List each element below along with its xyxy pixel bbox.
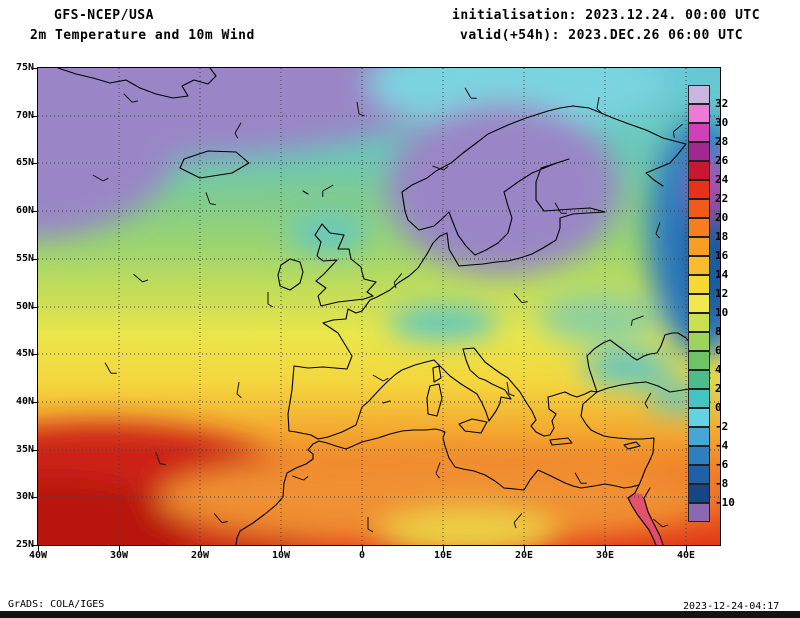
lat-label: 60N [15,205,34,217]
lat-tick [32,306,37,308]
lat-label: 25N [15,539,34,550]
lat-label: 40N [15,395,34,407]
lon-tick [38,546,39,551]
colorbar-segment [688,351,710,370]
lat-label: 65N [15,157,34,169]
colorbar-label: -10 [715,496,735,509]
lat-tick [32,545,37,546]
coastlines [57,68,711,545]
map-frame [37,67,721,546]
lon-label: 0 [358,550,366,561]
colorbar-label: 32 [715,97,729,110]
lon-label: 30W [109,550,129,561]
lon-label: 10W [271,550,291,561]
red-sea-strip [628,493,663,545]
colorbar-segment [688,237,710,256]
lon-label: 40E [676,550,696,561]
lon-label: 20E [514,550,534,561]
colorbar-segment [688,465,710,484]
colorbar-label: 8 [715,325,722,338]
colorbar-segment [688,484,710,503]
colorbar-segment [688,218,710,237]
colorbar-label: 10 [715,306,729,319]
lat-tick [32,401,37,403]
lon-tick [605,546,606,551]
colorbar-segment [688,161,710,180]
colorbar-label: 16 [715,249,729,262]
colorbar-label: 22 [715,192,729,205]
colorbar-segment [688,389,710,408]
colorbar-segment [688,332,710,351]
lat-tick [32,68,37,69]
colorbar-label: -6 [715,458,729,471]
lat-label: 75N [15,62,34,73]
lat-tick [32,211,37,213]
generated-timestamp: 2023-12-24-04:17 [683,601,780,612]
colorbar-segment [688,142,710,161]
colorbar-label: 4 [715,363,722,376]
colorbar-segment [688,446,710,465]
init-time: initialisation: 2023.12.24. 00:00 UTC [452,8,761,23]
lat-tick [32,163,37,165]
lon-tick [362,546,363,551]
colorbar-segment [688,256,710,275]
colorbar-segment [688,180,710,199]
valid-time: valid(+54h): 2023.DEC.26 06:00 UTC [460,28,744,43]
colorbar-label: 24 [715,173,729,186]
colorbar-label: 2 [715,382,722,395]
colorbar-label: 6 [715,344,722,357]
grads-credit: GrADS: COLA/IGES [8,599,105,610]
colorbar-segment [688,294,710,313]
lat-tick [32,115,37,117]
colorbar-label: 18 [715,230,729,243]
lon-label: 10E [433,550,453,561]
lat-label: 45N [15,348,34,360]
lon-tick [200,546,201,551]
lat-tick [32,258,37,260]
colorbar-segment [688,123,710,142]
colorbar-label: -2 [715,420,729,433]
colorbar-label: -8 [715,477,729,490]
temperature-colorbar: 32 30 28 26 24 22 20 18 16 14 12 10 8 6 4 2 0 -2 -4 -6 -8 -10 [688,85,735,522]
colorbar-segment [688,85,710,104]
lon-tick [119,546,120,551]
colorbar-segment [688,313,710,332]
colorbar-segment [688,275,710,294]
lat-label: 55N [15,252,34,264]
colorbar-segment [688,370,710,389]
colorbar-label: 20 [715,211,729,224]
lat-label: 50N [15,300,34,312]
lat-label: 70N [15,109,34,121]
lat-label: 35N [15,443,34,455]
colorbar-label: 14 [715,268,729,281]
map-canvas [38,68,720,545]
lon-label: 30E [595,550,615,561]
lon-tick [281,546,282,551]
product-title: 2m Temperature and 10m Wind [30,28,255,43]
graticule [38,68,720,545]
model-title: GFS-NCEP/USA [54,8,154,23]
bottom-edge-bar [0,611,800,618]
colorbar-segment [688,408,710,427]
colorbar-label: 12 [715,287,729,300]
lat-tick [32,354,37,356]
lon-tick [443,546,444,551]
colorbar-segment [688,503,710,522]
colorbar-segment [688,104,710,123]
colorbar-label: 30 [715,116,729,129]
colorbar-label: 28 [715,135,729,148]
lon-tick [524,546,525,551]
colorbar-label: 0 [715,401,722,414]
lat-tick [32,449,37,451]
lon-tick [686,546,687,551]
colorbar-label: 26 [715,154,729,167]
lat-label: 30N [15,491,34,503]
colorbar-segment [688,427,710,446]
lon-label: 40W [28,550,48,561]
lon-label: 20W [190,550,210,561]
lat-tick [32,497,37,499]
colorbar-segment [688,199,710,218]
colorbar-label: -4 [715,439,729,452]
